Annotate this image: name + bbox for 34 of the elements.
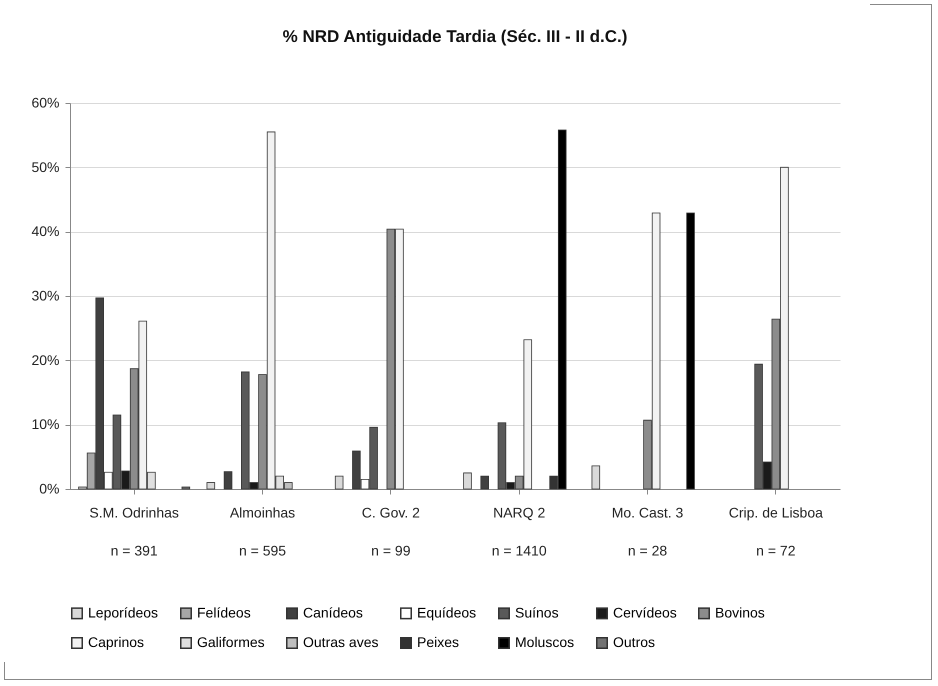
y-tick-label: 50% <box>31 158 60 175</box>
category-label: NARQ 2 n = 1410 <box>492 504 547 558</box>
bar <box>480 476 489 490</box>
bar <box>686 212 695 490</box>
y-tick-label: 20% <box>31 352 60 368</box>
bar <box>592 465 600 490</box>
legend-label: Bovinos <box>715 604 765 620</box>
category-label: Crip. de Lisboa n = 72 <box>728 504 823 558</box>
legend-label: Leporídeos <box>88 604 158 620</box>
chart-title: % NRD Antiguidade Tardia (Séc. III - II d.C.) <box>282 27 628 46</box>
y-tick-label: 30% <box>31 288 60 304</box>
category-label: Mo. Cast. 3 n = 28 <box>612 504 684 558</box>
category-label: C. Gov. 2 n = 99 <box>362 504 420 558</box>
y-tick-label: 60% <box>31 94 60 110</box>
legend-label: Outras aves <box>303 634 378 650</box>
legend-label: Canídeos <box>303 604 363 620</box>
category-label: Almoinhas n = 595 <box>230 504 296 558</box>
legend-label: Suínos <box>515 604 559 620</box>
y-tick-label: 0% <box>39 480 60 496</box>
legend-label: Equídeos <box>417 604 476 620</box>
legend-label: Galiformes <box>197 634 265 650</box>
legend-label: Caprinos <box>88 634 144 650</box>
bar <box>206 482 216 490</box>
legend-label: Peixes <box>417 634 460 650</box>
bar <box>463 472 472 490</box>
legend-label: Outros <box>613 634 656 650</box>
bar <box>224 471 232 490</box>
legend-label: Moluscos <box>515 634 574 650</box>
y-tick-label: 10% <box>31 416 60 432</box>
legend-label: Felídeos <box>197 604 251 620</box>
bar <box>334 476 344 490</box>
legend-label: Cervídeos <box>613 604 677 620</box>
y-tick-label: 40% <box>31 223 60 240</box>
category-label: S.M. Odrinhas n = 391 <box>89 504 179 558</box>
